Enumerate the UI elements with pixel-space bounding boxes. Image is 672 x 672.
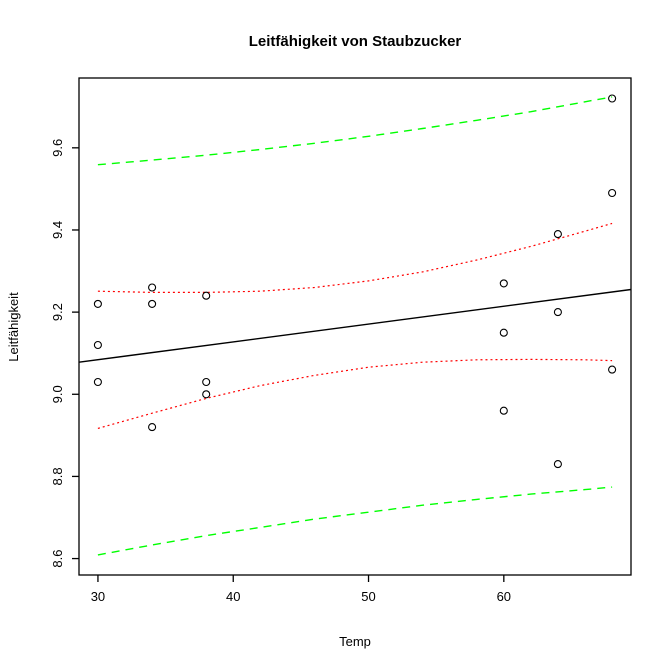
confidence-band-lower bbox=[97, 358, 613, 429]
regression-fit-line bbox=[78, 288, 632, 363]
data-point bbox=[202, 291, 211, 300]
y-tick-label: 9.2 bbox=[50, 303, 65, 321]
y-tick-label: 9.0 bbox=[50, 385, 65, 403]
y-tick-label: 8.6 bbox=[50, 550, 65, 568]
data-point bbox=[499, 406, 508, 415]
data-point bbox=[608, 365, 617, 374]
data-point bbox=[148, 423, 157, 432]
confidence-band-upper bbox=[97, 222, 613, 293]
data-point bbox=[499, 279, 508, 288]
data-point bbox=[93, 299, 102, 308]
data-point bbox=[202, 377, 211, 387]
data-point bbox=[553, 230, 562, 239]
data-point bbox=[608, 94, 617, 103]
data-point bbox=[93, 377, 102, 387]
x-tick-label: 50 bbox=[361, 589, 375, 604]
data-point bbox=[553, 308, 562, 317]
data-point bbox=[608, 188, 617, 198]
y-tick-label: 8.8 bbox=[50, 467, 65, 485]
prediction-band-upper bbox=[97, 96, 613, 166]
prediction-band-lower bbox=[97, 486, 613, 556]
x-tick-label: 40 bbox=[226, 589, 240, 604]
x-tick-label: 30 bbox=[91, 589, 105, 604]
data-point bbox=[148, 299, 157, 308]
y-tick-label: 9.4 bbox=[50, 221, 65, 239]
y-tick-label: 9.6 bbox=[50, 139, 65, 157]
data-point bbox=[499, 328, 508, 337]
data-point bbox=[148, 283, 157, 292]
y-axis-label: Leitfähigkeit bbox=[6, 292, 21, 362]
data-point bbox=[553, 460, 562, 469]
chart-title: Leitfähigkeit von Staubzucker bbox=[248, 33, 462, 50]
data-point bbox=[202, 390, 211, 399]
plot-box bbox=[78, 77, 632, 576]
x-tick-label: 60 bbox=[497, 589, 511, 604]
data-point bbox=[93, 340, 102, 350]
x-axis-label: Temp bbox=[339, 634, 371, 649]
